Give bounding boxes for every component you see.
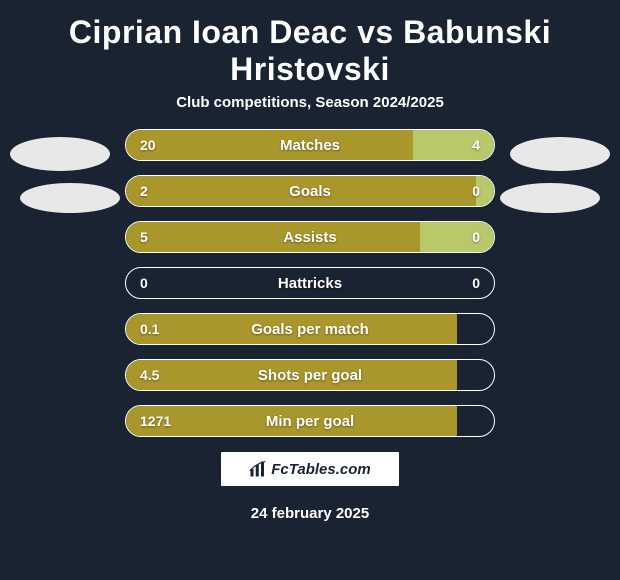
stat-row: 204Matches xyxy=(125,129,495,161)
stat-label: Goals per match xyxy=(126,314,494,344)
player1-avatar-bottom xyxy=(20,183,120,213)
page-title: Ciprian Ioan Deac vs Babunski Hristovski xyxy=(0,0,620,94)
stat-label: Goals xyxy=(126,176,494,206)
stat-row: 00Hattricks xyxy=(125,267,495,299)
player1-avatar-top xyxy=(10,137,110,171)
logo-box[interactable]: FcTables.com xyxy=(220,451,400,487)
player2-avatar-top xyxy=(510,137,610,171)
footer-date: 24 february 2025 xyxy=(0,505,620,522)
stat-row: 4.5Shots per goal xyxy=(125,359,495,391)
stat-label: Assists xyxy=(126,222,494,252)
logo-text: FcTables.com xyxy=(271,461,370,478)
stats-area: 204Matches 20Goals 50Assists 00Hattricks 0.1… xyxy=(0,129,620,437)
stat-row: 20Goals xyxy=(125,175,495,207)
stat-label: Shots per goal xyxy=(126,360,494,390)
stat-label: Hattricks xyxy=(126,268,494,298)
stat-label: Matches xyxy=(126,130,494,160)
page-subtitle: Club competitions, Season 2024/2025 xyxy=(0,94,620,129)
stat-row: 1271Min per goal xyxy=(125,405,495,437)
stat-row: 0.1Goals per match xyxy=(125,313,495,345)
stat-rows: 204Matches 20Goals 50Assists 00Hattricks 0.1… xyxy=(125,129,495,437)
chart-icon xyxy=(249,460,267,478)
stat-row: 50Assists xyxy=(125,221,495,253)
stat-label: Min per goal xyxy=(126,406,494,436)
player2-avatar-bottom xyxy=(500,183,600,213)
